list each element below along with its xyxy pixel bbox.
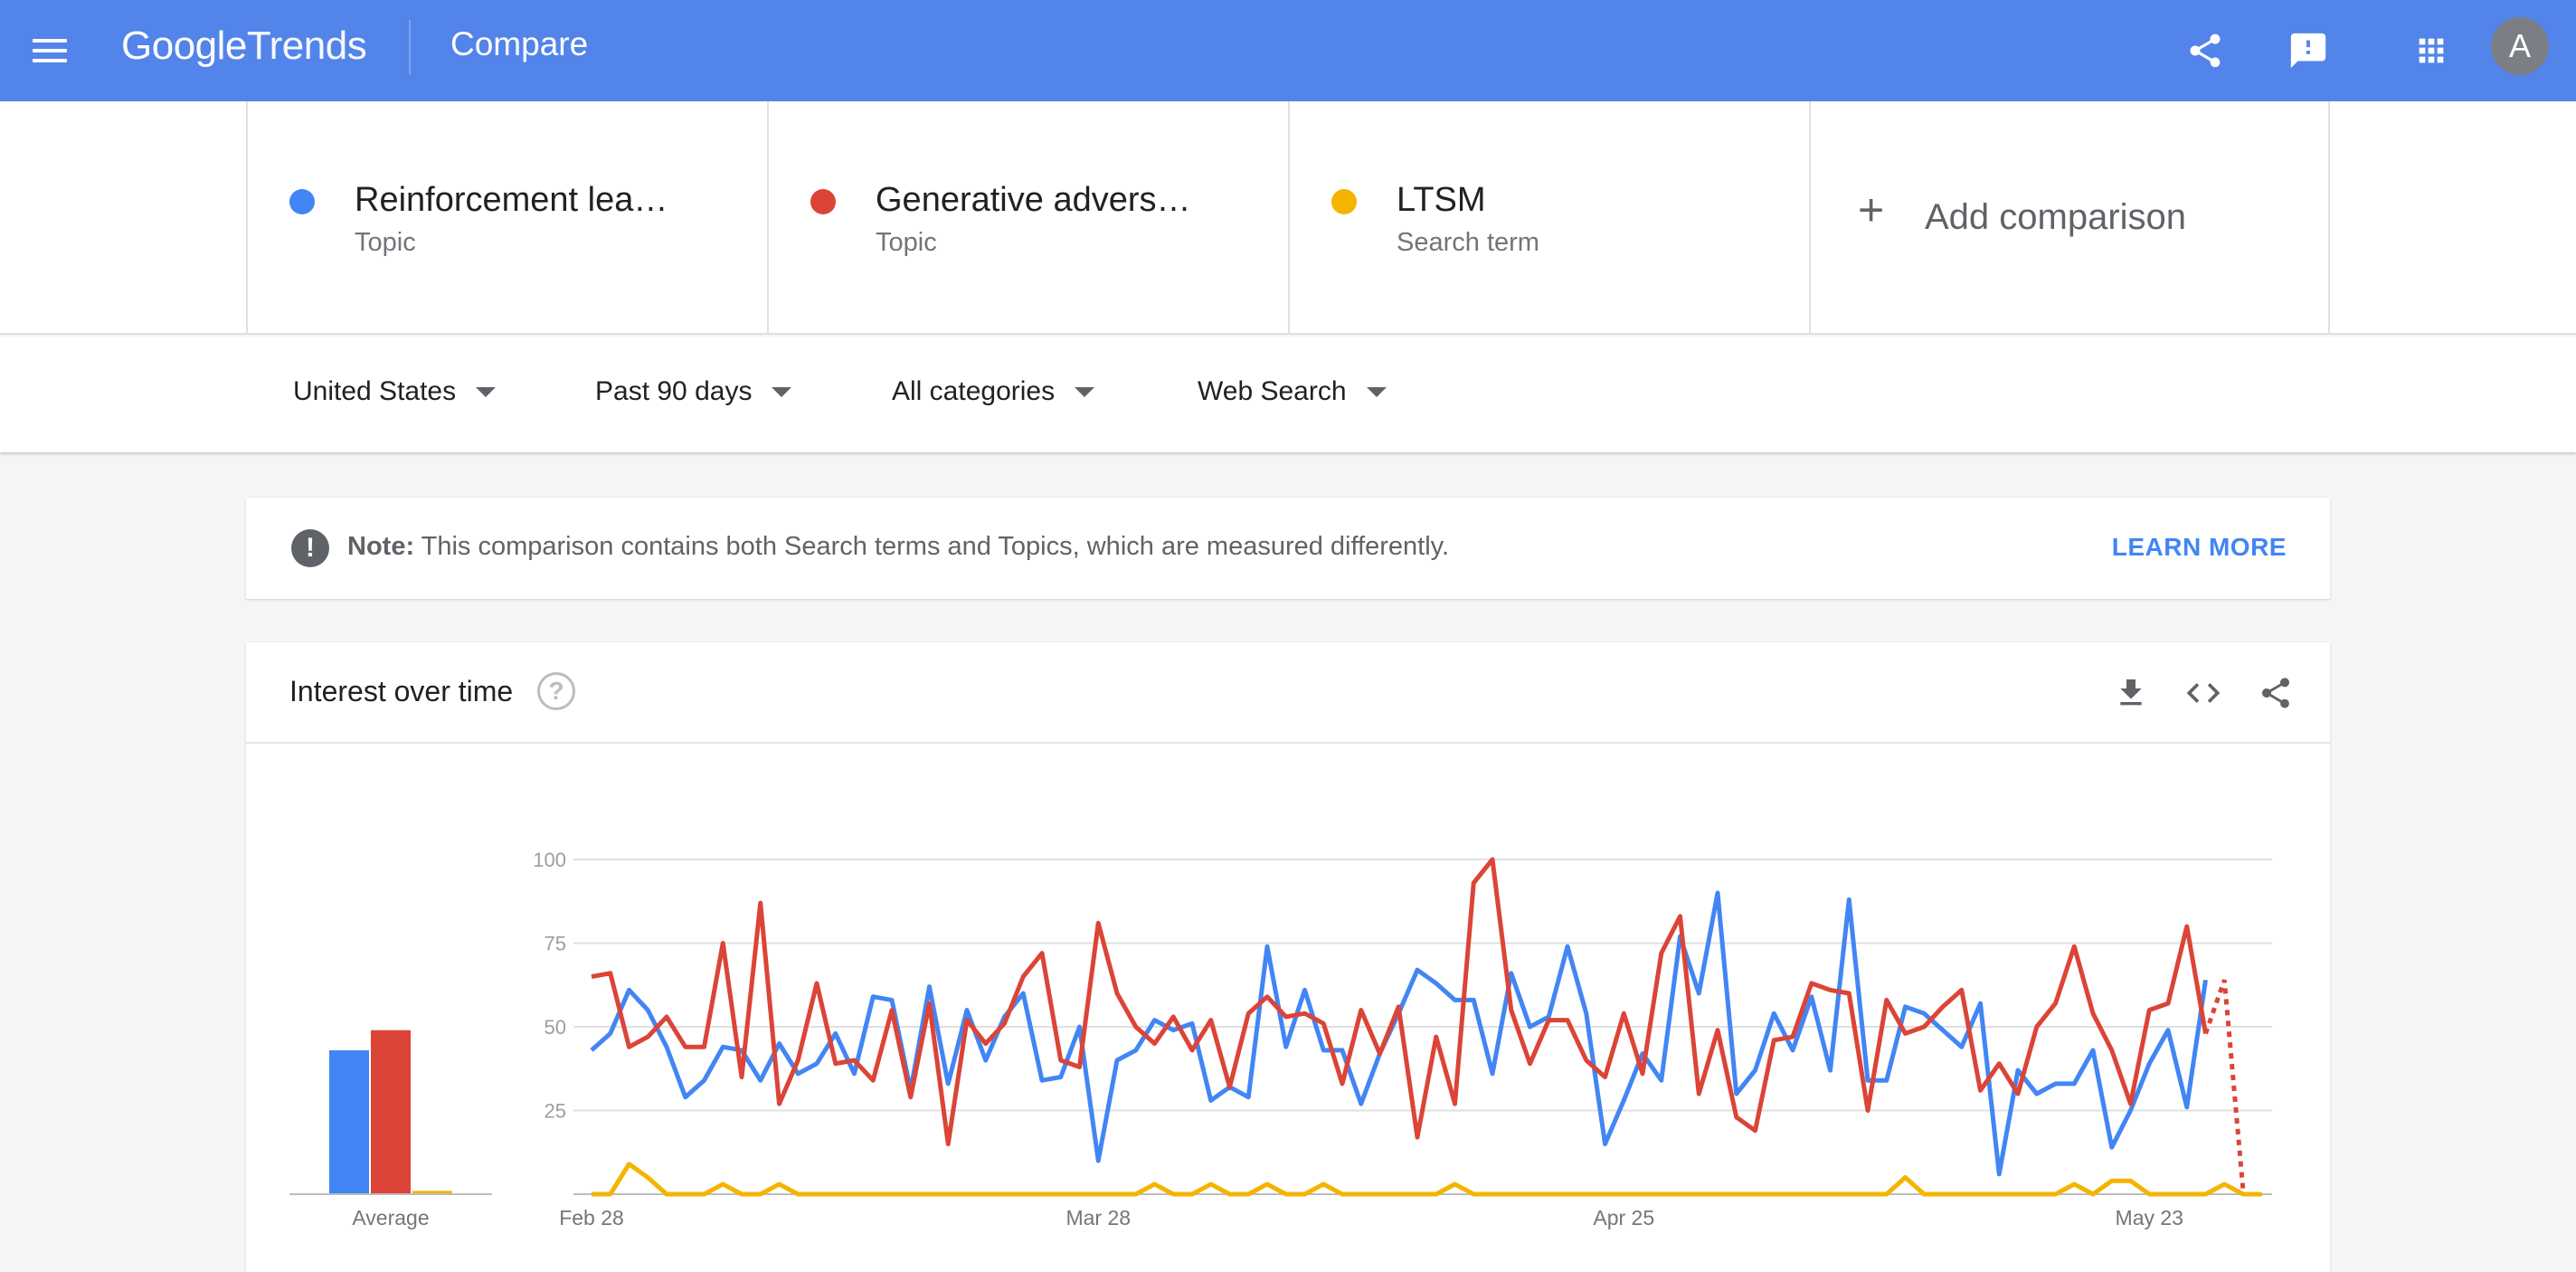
add-comparison-button[interactable]: + Add comparison — [1809, 101, 2330, 335]
add-comparison-label: Add comparison — [1925, 197, 2187, 237]
region-filter-label: United States — [293, 376, 457, 406]
share-icon[interactable] — [2182, 27, 2229, 74]
y-tick-label: 50 — [545, 1016, 566, 1039]
y-tick-label: 75 — [545, 933, 566, 955]
note-body: This comparison contains both Search ter… — [414, 532, 1450, 561]
chart-card-title: Interest over time — [289, 675, 514, 707]
term-name: LTSM — [1397, 181, 1486, 219]
logo-trends-text: Trends — [246, 24, 367, 68]
category-filter-label: All categories — [892, 376, 1056, 406]
dropdown-arrow-icon — [1075, 386, 1095, 397]
series-color-dot — [810, 189, 836, 214]
info-exclamation-icon: ! — [291, 529, 329, 567]
average-label: Average — [352, 1206, 429, 1229]
filters-bar: United States Past 90 days All categorie… — [0, 337, 2576, 452]
learn-more-link[interactable]: LEARN MORE — [2111, 533, 2287, 561]
download-icon[interactable] — [2109, 671, 2153, 715]
series-line — [591, 857, 2208, 1146]
header-divider — [409, 20, 411, 74]
x-tick-label: Feb 28 — [559, 1206, 624, 1229]
google-trends-logo[interactable]: GoogleTrends — [121, 24, 367, 69]
time-filter-label: Past 90 days — [595, 376, 753, 406]
y-tick-label: 100 — [533, 849, 566, 871]
y-tick-label: 25 — [545, 1100, 566, 1123]
term-card-2[interactable]: Generative advers… Topic — [767, 101, 1288, 335]
comparison-terms-bar: Reinforcement lea… Topic Generative adve… — [0, 101, 2576, 335]
help-icon[interactable]: ? — [537, 672, 575, 710]
account-avatar[interactable]: A — [2491, 17, 2549, 75]
logo-google-text: Google — [121, 24, 247, 68]
series-partial-line — [2203, 979, 2246, 1191]
average-bar — [412, 1191, 452, 1194]
term-type: Topic — [355, 228, 416, 257]
average-bar — [329, 1049, 369, 1194]
series-color-dot — [289, 189, 315, 214]
term-type: Topic — [876, 228, 937, 257]
add-comparison[interactable]: + Add comparison — [1811, 101, 2328, 335]
x-tick-label: Apr 25 — [1593, 1206, 1654, 1229]
category-filter-dropdown[interactable]: All categories — [892, 376, 1095, 407]
note-bold-label: Note: — [347, 532, 415, 561]
x-tick-label: May 23 — [2116, 1206, 2183, 1229]
search-type-filter-dropdown[interactable]: Web Search — [1198, 376, 1387, 407]
dropdown-arrow-icon — [772, 386, 792, 397]
page-title: Compare — [450, 25, 589, 62]
average-bar — [371, 1030, 411, 1194]
time-filter-dropdown[interactable]: Past 90 days — [595, 376, 792, 407]
search-type-filter-label: Web Search — [1198, 376, 1347, 406]
region-filter-dropdown[interactable]: United States — [293, 376, 497, 407]
note-banner: ! Note: This comparison contains both Se… — [246, 498, 2330, 599]
note-text: Note: This comparison contains both Sear… — [347, 532, 1449, 562]
term-card-3[interactable]: LTSM Search term — [1288, 101, 1809, 335]
series-line — [592, 1162, 2262, 1197]
apps-grid-icon[interactable] — [2408, 27, 2455, 74]
chart-card-header: Interest over time ? — [246, 642, 2330, 744]
embed-code-icon[interactable] — [2182, 671, 2225, 715]
term-name: Generative advers… — [876, 181, 1191, 219]
series-color-dot — [1331, 189, 1357, 214]
menu-icon[interactable] — [33, 33, 69, 69]
feedback-icon[interactable] — [2285, 27, 2332, 74]
plus-icon: + — [1858, 185, 1885, 235]
x-tick-label: Mar 28 — [1065, 1206, 1131, 1229]
dropdown-arrow-icon — [1366, 386, 1387, 397]
term-type: Search term — [1397, 228, 1539, 257]
top-app-bar: GoogleTrends Compare A — [0, 0, 2576, 101]
interest-over-time-chart[interactable]: 25 50 75 100 Feb 28 Mar 28 Apr 25 May 23 Average — [246, 642, 2330, 1272]
interest-over-time-card: Interest over time ? 25 50 75 100 Feb 28 Mar … — [246, 642, 2330, 1272]
term-name: Reinforcement lea… — [355, 181, 668, 219]
series-line — [590, 890, 2208, 1177]
term-card-1[interactable]: Reinforcement lea… Topic — [246, 101, 767, 335]
dropdown-arrow-icon — [476, 386, 497, 397]
share-icon[interactable] — [2254, 671, 2297, 715]
